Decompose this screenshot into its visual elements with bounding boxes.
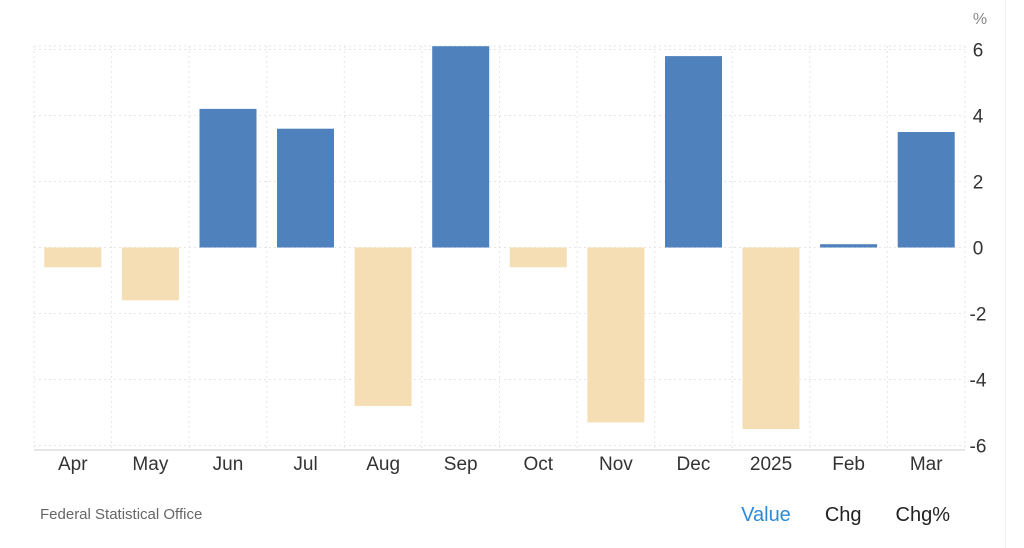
y-axis-labels: -6 -4 -2 0 2 4 6 (970, 41, 987, 458)
panel-divider (1005, 0, 1006, 548)
bar-mar (897, 132, 955, 248)
tab-value[interactable]: Value (741, 504, 791, 526)
x-tick-label: Jul (293, 454, 317, 475)
x-tick-label: Dec (677, 454, 711, 475)
bar-feb (820, 244, 878, 248)
x-tick-label: Aug (366, 454, 400, 475)
y-tick-label: 2 (973, 173, 984, 194)
x-tick-label: May (132, 454, 168, 475)
bar-aug (354, 247, 412, 406)
x-tick-label: Oct (524, 454, 554, 475)
y-axis-unit: % (973, 11, 987, 28)
bars (44, 46, 955, 429)
bar-nov (587, 247, 645, 423)
gridlines (33, 45, 966, 451)
x-axis-labels: Apr May Jun Jul Aug Sep Oct Nov Dec 2025 Feb Mar (58, 454, 943, 475)
bar-chart: % Apr May Jun Jul Aug Sep Oct Nov Dec 2025 Feb Mar … (33, 11, 987, 475)
bar-oct (509, 247, 567, 268)
y-tick-label: -6 (970, 437, 987, 458)
y-tick-label: 4 (973, 107, 984, 128)
bar-apr (44, 247, 102, 268)
x-tick-label: Apr (58, 454, 88, 475)
y-tick-label: -4 (970, 371, 987, 392)
bar-jul (277, 128, 334, 248)
source-label: Federal Statistical Office (40, 506, 203, 523)
x-tick-label: 2025 (750, 454, 792, 475)
x-tick-label: Feb (832, 454, 865, 475)
y-tick-label: 0 (973, 239, 984, 260)
x-tick-label: Mar (910, 454, 943, 475)
tab-chg-percent[interactable]: Chg% (895, 504, 950, 526)
y-tick-label: 6 (973, 41, 984, 62)
bar-dec (665, 56, 722, 248)
bar-jun (199, 108, 257, 248)
bar-sep (432, 46, 490, 248)
x-tick-label: Jun (213, 454, 244, 475)
x-tick-label: Sep (444, 454, 478, 475)
tab-chg[interactable]: Chg (824, 504, 862, 526)
bar-2025 (742, 247, 800, 429)
view-tabs: Value Chg Chg% (741, 504, 950, 527)
x-tick-label: Nov (599, 454, 633, 475)
bar-may (121, 247, 179, 301)
y-tick-label: -2 (970, 305, 987, 326)
